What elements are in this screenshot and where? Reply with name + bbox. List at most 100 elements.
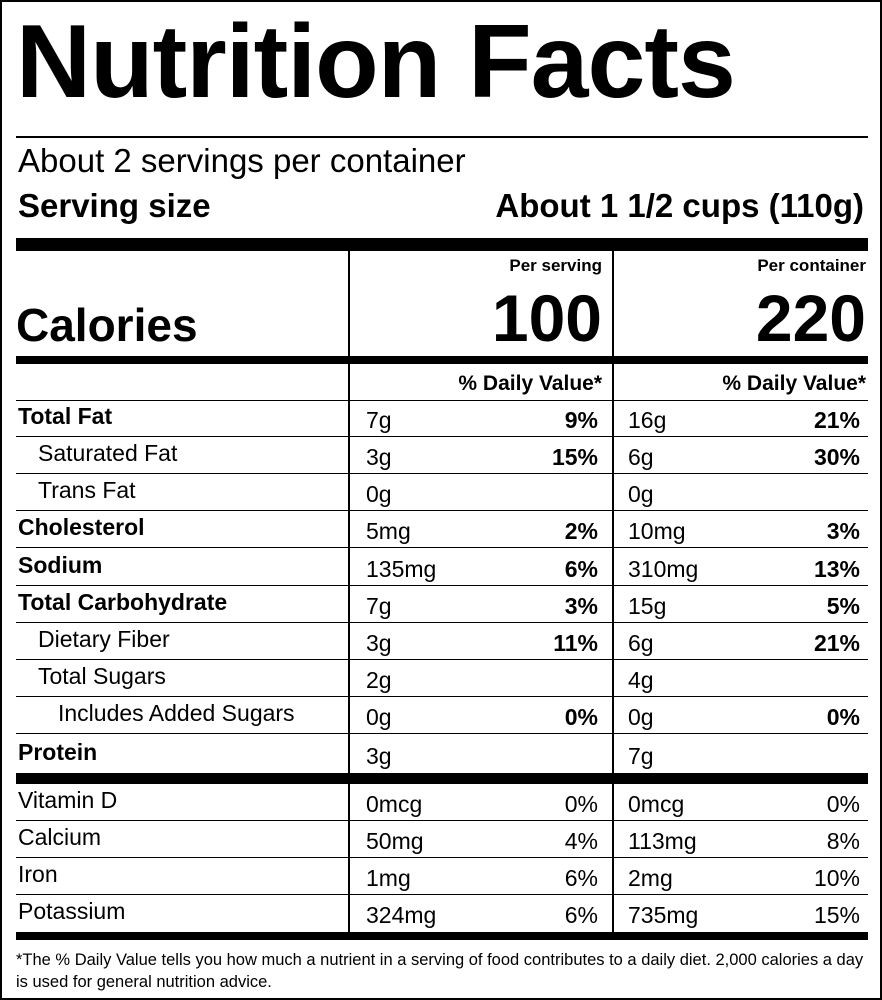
- serving-size-value: About 1 1/2 cups (110g): [495, 187, 864, 224]
- container-amount: 735mg: [628, 902, 699, 928]
- nutrient-row: Protein 3g 7g: [2, 736, 880, 773]
- container-amount: 310mg: [628, 556, 699, 582]
- serving-daily-value: 11%: [553, 630, 598, 656]
- row-divider: [16, 547, 868, 548]
- row-divider: [16, 436, 868, 437]
- container-amount: 6g: [628, 630, 654, 656]
- label-title: Nutrition Facts: [16, 4, 736, 120]
- row-divider: [16, 585, 868, 586]
- serving-amount: 1mg: [366, 865, 411, 891]
- container-amount: 0g: [628, 481, 654, 507]
- row-divider: [16, 696, 868, 697]
- footnote-divider: [16, 932, 868, 940]
- nutrient-name: Calcium: [18, 824, 102, 850]
- serving-amount: 3g: [366, 743, 392, 769]
- container-daily-value: 13%: [813, 556, 860, 582]
- container-daily-value: 8%: [826, 828, 860, 854]
- nutrient-name: Total Fat: [18, 403, 113, 429]
- container-daily-value: 0%: [826, 791, 860, 817]
- nutrient-row: Dietary Fiber 3g 11% 6g 21%: [2, 623, 880, 660]
- row-divider: [16, 820, 868, 821]
- container-daily-value: 21%: [813, 630, 860, 656]
- serving-daily-value: 6%: [564, 902, 598, 928]
- serving-daily-value: 9%: [564, 407, 598, 433]
- thick-divider-top: [16, 238, 868, 251]
- row-divider: [16, 659, 868, 660]
- column-divider-right: [612, 251, 614, 932]
- nutrient-name: Includes Added Sugars: [58, 700, 295, 726]
- container-amount: 6g: [628, 444, 654, 470]
- row-divider: [16, 622, 868, 623]
- container-daily-value: 30%: [813, 444, 860, 470]
- calories-divider: [16, 356, 868, 364]
- container-amount: 2mg: [628, 865, 673, 891]
- vitamin-row: Iron 1mg 6% 2mg 10%: [2, 858, 880, 895]
- container-amount: 113mg: [628, 828, 697, 854]
- daily-value-header-container: % Daily Value*: [722, 372, 866, 395]
- serving-daily-value: 0%: [564, 791, 598, 817]
- container-daily-value: 0%: [826, 704, 860, 730]
- calories-per-container: 220: [755, 281, 866, 355]
- nutrient-row: Saturated Fat 3g 15% 6g 30%: [2, 437, 880, 474]
- nutrient-row: Total Sugars 2g 4g: [2, 660, 880, 697]
- nutrient-name: Dietary Fiber: [38, 626, 170, 652]
- footnote: *The % Daily Value tells you how much a …: [16, 951, 864, 991]
- nutrient-name: Sodium: [18, 552, 103, 578]
- serving-amount: 5mg: [366, 518, 411, 544]
- container-daily-value: 5%: [826, 593, 860, 619]
- container-daily-value: 10%: [813, 865, 860, 891]
- row-divider: [16, 473, 868, 474]
- serving-amount: 2g: [366, 667, 392, 693]
- nutrient-name: Trans Fat: [38, 477, 136, 503]
- serving-amount: 324mg: [366, 902, 437, 928]
- calories-per-serving: 100: [491, 281, 602, 355]
- calories-label: Calories: [16, 299, 198, 351]
- row-divider: [16, 733, 868, 734]
- serving-amount: 3g: [366, 444, 392, 470]
- daily-value-header-serving: % Daily Value*: [458, 372, 602, 395]
- container-amount: 4g: [628, 667, 654, 693]
- nutrient-name: Vitamin D: [18, 787, 118, 813]
- nutrient-name: Iron: [18, 861, 58, 887]
- header-divider: [16, 400, 868, 401]
- vitamin-row: Vitamin D 0mcg 0% 0mcg 0%: [2, 784, 880, 821]
- serving-size-label: Serving size: [18, 187, 211, 224]
- serving-daily-value: 15%: [551, 444, 598, 470]
- per-container-header: Per container: [757, 256, 866, 275]
- nutrient-name: Potassium: [18, 898, 126, 924]
- serving-daily-value: 4%: [564, 828, 598, 854]
- serving-amount: 50mg: [366, 828, 424, 854]
- nutrient-row: Sodium 135mg 6% 310mg 13%: [2, 549, 880, 586]
- nutrient-name: Total Sugars: [38, 663, 166, 689]
- container-amount: 15g: [628, 593, 667, 619]
- serving-amount: 0g: [366, 481, 392, 507]
- container-daily-value: 3%: [826, 518, 860, 544]
- nutrient-row: Total Fat 7g 9% 16g 21%: [2, 400, 880, 437]
- thick-divider-vitamins: [16, 773, 868, 784]
- title-divider: [16, 136, 868, 138]
- nutrient-name: Cholesterol: [18, 514, 145, 540]
- vitamin-row: Potassium 324mg 6% 735mg 15%: [2, 895, 880, 932]
- serving-amount: 7g: [366, 407, 392, 433]
- serving-daily-value: 6%: [564, 865, 598, 891]
- serving-daily-value: 2%: [564, 518, 598, 544]
- container-amount: 0g: [628, 704, 654, 730]
- serving-amount: 0mcg: [366, 791, 423, 817]
- nutrient-name: Saturated Fat: [38, 440, 178, 466]
- servings-per-container: About 2 servings per container: [18, 142, 466, 179]
- serving-amount: 7g: [366, 593, 392, 619]
- container-amount: 7g: [628, 743, 654, 769]
- serving-daily-value: 0%: [564, 704, 598, 730]
- per-serving-header: Per serving: [509, 256, 602, 275]
- nutrient-name: Protein: [18, 739, 98, 765]
- vitamin-row: Calcium 50mg 4% 113mg 8%: [2, 821, 880, 858]
- serving-amount: 0g: [366, 704, 392, 730]
- row-divider: [16, 510, 868, 511]
- container-amount: 0mcg: [628, 791, 685, 817]
- nutrient-name: Total Carbohydrate: [18, 589, 228, 615]
- nutrient-row: Cholesterol 5mg 2% 10mg 3%: [2, 511, 880, 548]
- serving-daily-value: 3%: [564, 593, 598, 619]
- nutrient-row: Includes Added Sugars 0g 0% 0g 0%: [2, 697, 880, 734]
- container-daily-value: 21%: [813, 407, 860, 433]
